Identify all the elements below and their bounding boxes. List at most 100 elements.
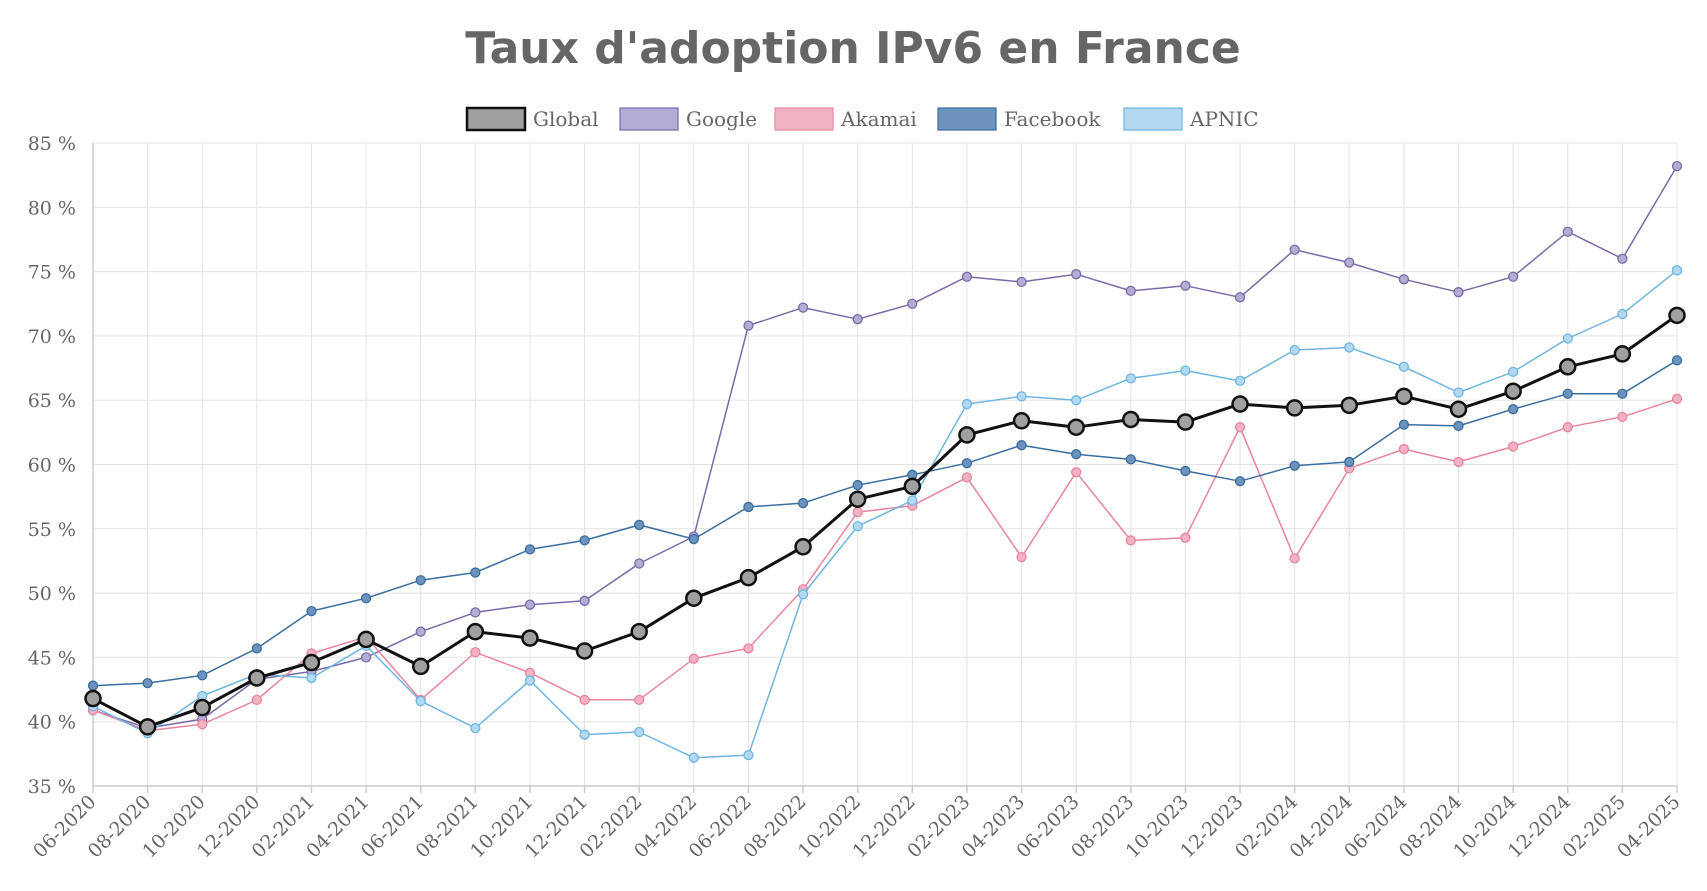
- data-point-facebook[interactable]: [1453, 420, 1464, 432]
- data-point-apnic[interactable]: [306, 672, 317, 684]
- data-point-google[interactable]: [743, 320, 754, 331]
- data-point-akamai[interactable]: [1289, 553, 1300, 564]
- data-point-apnic[interactable]: [1289, 344, 1300, 356]
- data-point-global[interactable]: [630, 622, 648, 641]
- data-point-facebook[interactable]: [1671, 355, 1683, 366]
- data-point-google[interactable]: [1562, 226, 1573, 237]
- data-point-global[interactable]: [1176, 413, 1195, 431]
- data-point-global[interactable]: [411, 657, 430, 676]
- data-point-facebook[interactable]: [852, 479, 863, 491]
- data-point-apnic[interactable]: [1671, 265, 1683, 276]
- data-point-akamai[interactable]: [1125, 535, 1136, 546]
- data-point-google[interactable]: [524, 599, 536, 610]
- data-point-facebook[interactable]: [961, 458, 973, 469]
- data-point-apnic[interactable]: [579, 729, 590, 740]
- data-point-global[interactable]: [84, 689, 102, 708]
- data-point-apnic[interactable]: [1398, 361, 1410, 372]
- data-point-global[interactable]: [193, 698, 211, 717]
- data-point-akamai[interactable]: [1562, 422, 1573, 433]
- data-point-global[interactable]: [794, 538, 812, 556]
- data-point-akamai[interactable]: [688, 653, 699, 664]
- data-point-akamai[interactable]: [1617, 411, 1628, 423]
- data-point-apnic[interactable]: [1016, 391, 1027, 402]
- data-point-global[interactable]: [1231, 395, 1249, 413]
- data-point-apnic[interactable]: [1071, 395, 1082, 406]
- data-point-apnic[interactable]: [634, 726, 645, 738]
- data-point-google[interactable]: [1180, 280, 1191, 291]
- data-point-facebook[interactable]: [1507, 404, 1519, 415]
- data-point-facebook[interactable]: [360, 593, 372, 604]
- data-point-google[interactable]: [1071, 269, 1082, 280]
- data-point-apnic[interactable]: [1507, 366, 1519, 378]
- data-point-google[interactable]: [1234, 292, 1246, 303]
- data-point-global[interactable]: [575, 642, 594, 660]
- data-point-global[interactable]: [1395, 387, 1413, 406]
- data-point-apnic[interactable]: [688, 752, 699, 763]
- legend-item-global[interactable]: Global: [465, 106, 599, 132]
- data-point-apnic[interactable]: [1180, 365, 1191, 376]
- data-point-akamai[interactable]: [251, 694, 263, 705]
- data-point-facebook[interactable]: [688, 533, 699, 545]
- data-point-apnic[interactable]: [524, 675, 536, 686]
- data-point-apnic[interactable]: [797, 589, 809, 600]
- data-point-akamai[interactable]: [1071, 467, 1082, 478]
- data-point-google[interactable]: [470, 607, 481, 618]
- data-point-facebook[interactable]: [743, 501, 754, 513]
- data-point-akamai[interactable]: [1180, 532, 1191, 543]
- data-point-facebook[interactable]: [1016, 440, 1027, 451]
- data-point-google[interactable]: [1453, 287, 1464, 298]
- data-point-akamai[interactable]: [1234, 422, 1246, 433]
- data-point-global[interactable]: [138, 718, 157, 736]
- data-point-apnic[interactable]: [1344, 342, 1355, 353]
- data-point-apnic[interactable]: [1453, 387, 1464, 398]
- data-point-global[interactable]: [739, 568, 758, 587]
- data-point-akamai[interactable]: [470, 647, 481, 658]
- legend-item-facebook[interactable]: Facebook: [937, 107, 1101, 131]
- data-point-akamai[interactable]: [579, 694, 590, 705]
- data-point-akamai[interactable]: [1016, 551, 1027, 563]
- data-point-google[interactable]: [1344, 257, 1355, 268]
- data-point-google[interactable]: [1398, 274, 1410, 285]
- data-point-apnic[interactable]: [1125, 373, 1136, 384]
- data-point-facebook[interactable]: [251, 643, 263, 654]
- data-point-global[interactable]: [1559, 358, 1577, 376]
- data-point-facebook[interactable]: [797, 497, 809, 509]
- data-point-global[interactable]: [1504, 382, 1522, 400]
- data-point-global[interactable]: [903, 477, 922, 496]
- data-point-global[interactable]: [1449, 400, 1468, 418]
- data-point-global[interactable]: [357, 630, 375, 649]
- data-point-akamai[interactable]: [634, 694, 645, 705]
- data-point-facebook[interactable]: [1289, 460, 1300, 471]
- data-point-akamai[interactable]: [1671, 393, 1683, 405]
- data-point-facebook[interactable]: [579, 535, 590, 546]
- data-point-akamai[interactable]: [852, 506, 863, 518]
- data-point-facebook[interactable]: [1344, 456, 1355, 468]
- data-point-apnic[interactable]: [415, 695, 426, 707]
- data-point-global[interactable]: [466, 622, 485, 641]
- data-point-global[interactable]: [521, 629, 539, 647]
- data-point-facebook[interactable]: [1180, 465, 1191, 477]
- data-point-apnic[interactable]: [852, 521, 863, 532]
- data-point-akamai[interactable]: [197, 719, 208, 730]
- data-point-google[interactable]: [360, 652, 372, 663]
- data-point-global[interactable]: [1067, 418, 1085, 436]
- data-point-apnic[interactable]: [1562, 333, 1573, 344]
- legend-item-apnic[interactable]: APNIC: [1123, 107, 1259, 131]
- data-point-global[interactable]: [848, 490, 867, 508]
- data-point-google[interactable]: [797, 302, 809, 313]
- data-point-facebook[interactable]: [1125, 454, 1136, 465]
- data-point-global[interactable]: [958, 426, 976, 444]
- data-point-global[interactable]: [1285, 399, 1304, 417]
- data-point-facebook[interactable]: [415, 575, 426, 586]
- data-point-facebook[interactable]: [470, 567, 481, 578]
- data-point-akamai[interactable]: [743, 643, 754, 654]
- data-point-facebook[interactable]: [197, 670, 208, 681]
- data-point-global[interactable]: [1122, 410, 1140, 429]
- data-point-apnic[interactable]: [1617, 308, 1628, 320]
- data-point-google[interactable]: [1507, 271, 1519, 282]
- data-point-global[interactable]: [685, 589, 703, 607]
- data-point-akamai[interactable]: [961, 472, 973, 483]
- data-point-google[interactable]: [907, 298, 918, 309]
- data-point-google[interactable]: [579, 595, 590, 606]
- data-point-google[interactable]: [415, 626, 426, 637]
